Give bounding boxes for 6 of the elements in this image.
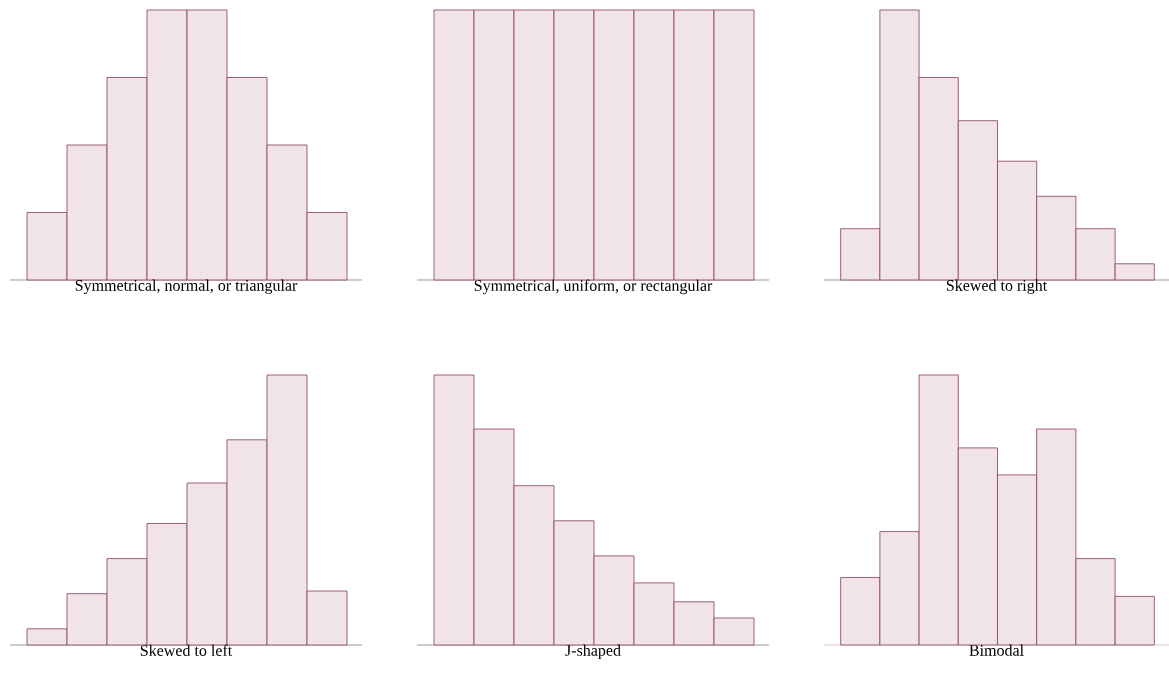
x-axis-title: Symmetrical, normal, or triangular [75, 279, 298, 295]
x-axis-title: Bimodal [969, 644, 1024, 656]
x-axis-title: Skewed to left [140, 644, 233, 656]
x-axis-title: Skewed to right [946, 279, 1048, 295]
x-axis-title: Symmetrical, uniform, or rectangular [474, 279, 713, 295]
x-axis-title: J-shaped [565, 644, 621, 660]
